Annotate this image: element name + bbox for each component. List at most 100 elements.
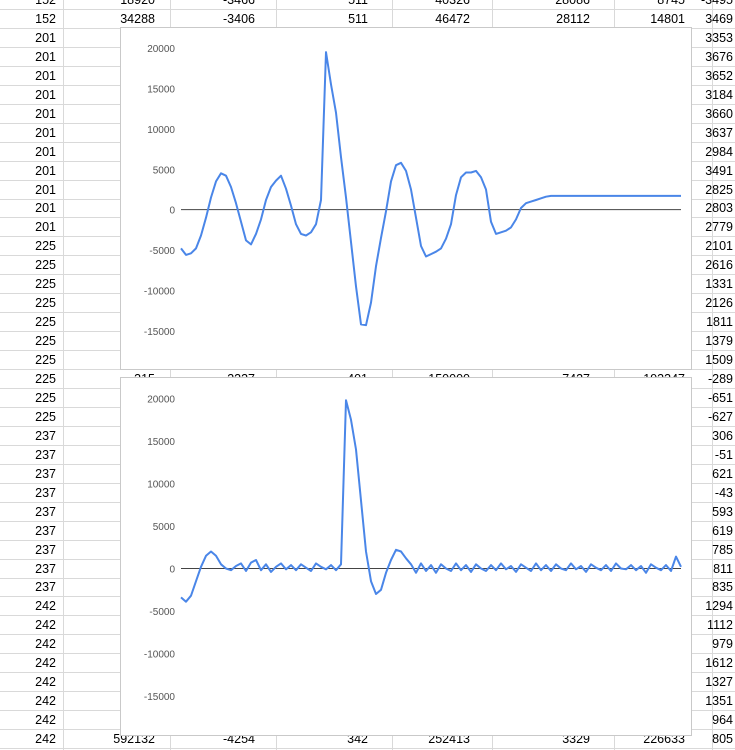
table-cell[interactable]: 28086 — [555, 0, 590, 7]
table-cell[interactable]: 40326 — [435, 0, 470, 7]
table-cell[interactable]: 3184 — [705, 87, 733, 102]
table-cell[interactable]: 237 — [35, 523, 56, 538]
table-cell[interactable]: 201 — [35, 220, 56, 235]
table-cell[interactable]: 3491 — [705, 163, 733, 178]
table-cell[interactable]: 2101 — [705, 239, 733, 254]
table-cell[interactable]: 3676 — [705, 49, 733, 64]
table-cell[interactable]: 785 — [712, 542, 733, 557]
table-cell[interactable]: 152 — [35, 11, 56, 26]
table-cell[interactable]: 2825 — [705, 182, 733, 197]
table-cell[interactable]: 1612 — [705, 656, 733, 671]
table-cell[interactable]: 201 — [35, 87, 56, 102]
table-cell[interactable]: 201 — [35, 125, 56, 140]
table-cell[interactable]: 237 — [35, 561, 56, 576]
table-cell[interactable]: 306 — [712, 428, 733, 443]
table-cell[interactable]: 225 — [35, 277, 56, 292]
column-divider — [170, 0, 171, 750]
table-cell[interactable]: 225 — [35, 258, 56, 273]
table-cell[interactable]: -51 — [714, 447, 733, 462]
table-cell[interactable]: 242 — [35, 637, 56, 652]
table-cell[interactable]: 3469 — [705, 11, 733, 26]
table-cell[interactable]: 201 — [35, 201, 56, 216]
table-cell[interactable]: 3660 — [705, 106, 733, 121]
table-cell[interactable]: -3466 — [223, 0, 255, 7]
table-cell[interactable]: -43 — [714, 485, 733, 500]
table-cell[interactable]: 242 — [35, 732, 56, 747]
table-cell[interactable]: 2803 — [705, 201, 733, 216]
table-cell[interactable]: 811 — [713, 561, 733, 576]
column-divider — [392, 0, 393, 750]
table-cell[interactable]: 242 — [35, 675, 56, 690]
table-cell[interactable]: 805 — [712, 732, 733, 747]
table-cell[interactable]: 3637 — [705, 125, 733, 140]
table-cell[interactable]: 835 — [712, 580, 733, 595]
table-cell[interactable]: 8745 — [657, 0, 685, 7]
table-cell[interactable]: 242 — [35, 694, 56, 709]
table-cell[interactable]: 225 — [35, 296, 56, 311]
y-tick-label: 5000 — [153, 522, 176, 533]
table-cell[interactable]: 225 — [35, 353, 56, 368]
table-cell[interactable]: 964 — [712, 713, 733, 728]
table-cell[interactable]: 1351 — [705, 694, 733, 709]
table-cell[interactable]: 1509 — [705, 353, 733, 368]
table-cell[interactable]: 152 — [35, 0, 56, 7]
table-cell[interactable]: 237 — [35, 542, 56, 557]
column-divider — [712, 0, 713, 750]
table-cell[interactable]: 18920 — [120, 0, 155, 7]
table-cell[interactable]: 201 — [35, 144, 56, 159]
table-cell[interactable]: -627 — [707, 409, 733, 424]
table-cell[interactable]: 46472 — [435, 11, 470, 26]
table-cell[interactable]: 237 — [35, 466, 56, 481]
table-cell[interactable]: 593 — [712, 504, 733, 519]
table-cell[interactable]: 2779 — [705, 220, 733, 235]
table-cell[interactable]: -651 — [707, 390, 733, 405]
table-cell[interactable]: 242 — [35, 618, 56, 633]
table-cell[interactable]: 1294 — [705, 599, 733, 614]
table-cell[interactable]: 237 — [35, 428, 56, 443]
table-cell[interactable]: 201 — [35, 163, 56, 178]
table-cell[interactable]: 619 — [712, 523, 733, 538]
table-cell[interactable]: 237 — [35, 504, 56, 519]
table-cell[interactable]: 28112 — [556, 11, 590, 26]
table-cell[interactable]: 511 — [348, 11, 368, 26]
table-cell[interactable]: 1112 — [707, 618, 733, 633]
table-cell[interactable]: 242 — [35, 599, 56, 614]
table-cell[interactable]: 242 — [35, 656, 56, 671]
table-cell[interactable]: 621 — [712, 466, 733, 481]
table-cell[interactable]: 225 — [35, 409, 56, 424]
line-chart-top[interactable]: 20000 15000 10000 5000 0 -5000 -10000 -15000 — [120, 27, 692, 370]
table-cell[interactable]: 237 — [35, 580, 56, 595]
table-cell[interactable]: 201 — [35, 182, 56, 197]
table-cell[interactable]: 3652 — [705, 68, 733, 83]
table-cell[interactable]: 1379 — [705, 334, 733, 349]
table-cell[interactable]: -3495 — [701, 0, 733, 7]
table-cell[interactable]: 225 — [35, 390, 56, 405]
table-cell[interactable]: 242 — [35, 713, 56, 728]
table-cell[interactable]: 2616 — [705, 258, 733, 273]
table-cell[interactable]: 2126 — [705, 296, 733, 311]
table-cell[interactable]: 34288 — [120, 11, 155, 26]
table-cell[interactable]: 237 — [35, 485, 56, 500]
table-cell[interactable]: -3406 — [223, 11, 255, 26]
table-cell[interactable]: 225 — [35, 315, 56, 330]
table-cell[interactable]: 225 — [35, 334, 56, 349]
table-cell[interactable]: 225 — [35, 239, 56, 254]
y-tick-label: -10000 — [144, 286, 176, 297]
table-cell[interactable]: 2984 — [705, 144, 733, 159]
table-cell[interactable]: 237 — [35, 447, 56, 462]
table-cell[interactable]: 3353 — [705, 30, 733, 45]
table-cell[interactable]: -289 — [707, 372, 733, 386]
table-cell[interactable]: 201 — [35, 49, 56, 64]
table-cell[interactable]: 225 — [35, 372, 56, 386]
column-divider — [276, 0, 277, 750]
table-cell[interactable]: 979 — [712, 637, 733, 652]
table-cell[interactable]: 201 — [35, 68, 56, 83]
table-cell[interactable]: 201 — [35, 30, 56, 45]
table-cell[interactable]: 1327 — [705, 675, 733, 690]
line-chart-bottom[interactable]: 20000 15000 10000 5000 0 -5000 -10000 -15000 — [120, 377, 692, 736]
table-cell[interactable]: 511 — [348, 0, 368, 7]
table-cell[interactable]: 1811 — [706, 315, 733, 330]
table-cell[interactable]: 1331 — [705, 277, 733, 292]
table-cell[interactable]: 14801 — [650, 11, 685, 26]
table-cell[interactable]: 201 — [35, 106, 56, 121]
